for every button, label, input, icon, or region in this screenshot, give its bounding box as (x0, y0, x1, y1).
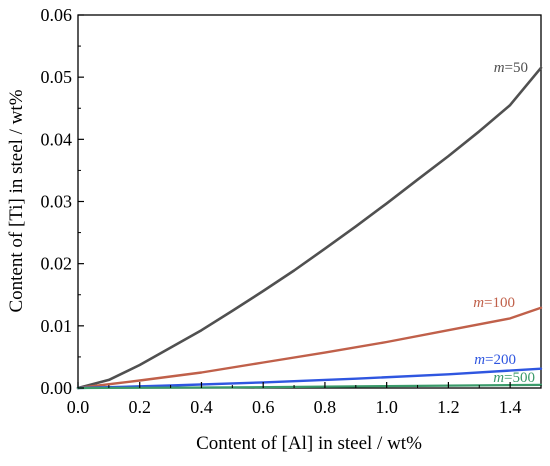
y-tick-label: 0.03 (41, 192, 73, 212)
series-label-value: =50 (505, 60, 528, 76)
x-tick-label: 0.2 (128, 397, 151, 417)
x-tick-label: 0.6 (252, 397, 275, 417)
series-label: m=200 (474, 352, 516, 368)
series-label-variable: m (474, 352, 485, 368)
x-tick-label: 1.2 (437, 397, 460, 417)
series-line-m100 (76, 306, 543, 390)
x-tick-label: 0.8 (314, 397, 337, 417)
x-tick-label: 0.0 (67, 397, 90, 417)
series-label: m=100 (473, 295, 515, 311)
series-label-variable: m (473, 295, 484, 311)
series-label-variable: m (494, 60, 505, 76)
y-axis: 0.00 0.01 0.02 0.03 0.04 0.05 0.06 (41, 5, 84, 398)
x-tick-label: 1.0 (375, 397, 398, 417)
series-line-m500 (76, 383, 543, 390)
series-layer (76, 66, 543, 390)
series-label-value: =500 (504, 370, 535, 386)
plot-frame (77, 14, 542, 389)
y-tick-label: 0.04 (41, 129, 73, 149)
series-label: m=50 (494, 60, 528, 76)
series-label-value: =100 (484, 295, 515, 311)
x-tick-label: 1.4 (499, 397, 522, 417)
x-axis-title: Content of [Al] in steel / wt% (196, 433, 422, 454)
series-line-m50 (76, 66, 543, 390)
series-label-value: =200 (485, 352, 516, 368)
series-label-variable: m (493, 370, 504, 386)
y-tick-label: 0.01 (41, 316, 73, 336)
series-line-m200 (76, 367, 543, 390)
series-label: m=500 (493, 370, 535, 386)
y-tick-label: 0.05 (41, 67, 73, 87)
y-axis-title: Content of [Ti] in steel / wt% (6, 89, 27, 312)
y-tick-label: 0.02 (41, 254, 73, 274)
x-axis: 0.0 0.2 0.4 0.6 0.8 1.0 1.2 1.4 (67, 382, 542, 417)
y-tick-label: 0.06 (41, 5, 73, 25)
x-tick-label: 0.4 (190, 397, 213, 417)
y-tick-label: 0.00 (41, 378, 73, 398)
